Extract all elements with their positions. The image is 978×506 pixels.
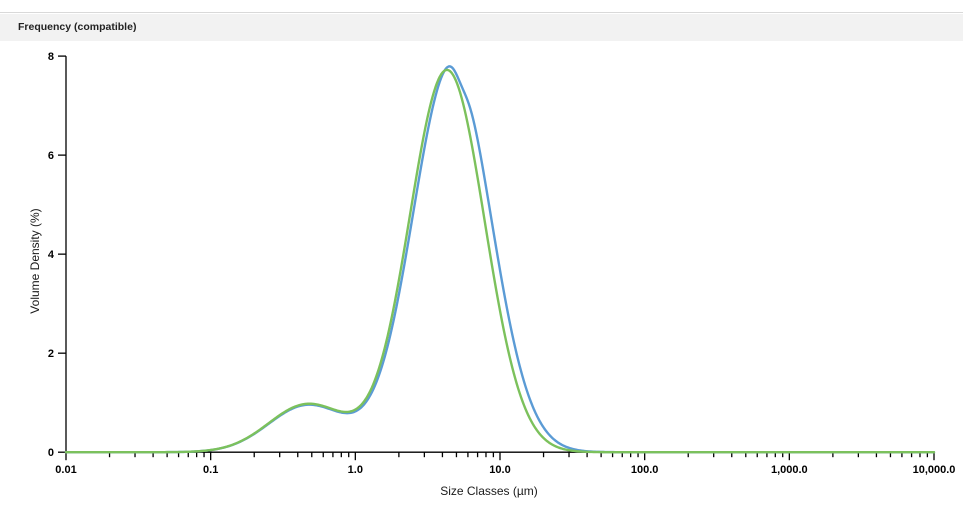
svg-text:0.01: 0.01 — [55, 464, 76, 476]
svg-text:100.0: 100.0 — [631, 464, 659, 476]
svg-text:6: 6 — [48, 150, 54, 162]
svg-text:0: 0 — [48, 447, 54, 459]
svg-text:2: 2 — [48, 348, 54, 360]
svg-text:10,000.0: 10,000.0 — [913, 464, 956, 476]
svg-text:4: 4 — [48, 249, 55, 261]
svg-text:0.1: 0.1 — [203, 464, 218, 476]
svg-text:1,000.0: 1,000.0 — [771, 464, 808, 476]
svg-text:10.0: 10.0 — [489, 464, 510, 476]
svg-text:8: 8 — [48, 51, 54, 63]
svg-text:1.0: 1.0 — [348, 464, 363, 476]
